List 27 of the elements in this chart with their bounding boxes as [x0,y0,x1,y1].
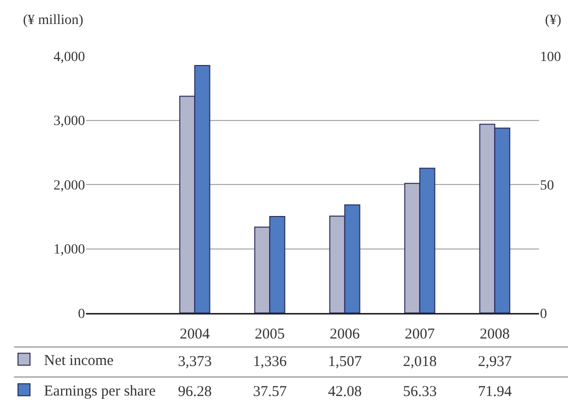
y2-tick-label: 100 [540,50,561,65]
data-label: 37.57 [253,384,288,400]
data-label: 1,507 [328,354,362,370]
data-label: 96.28 [178,384,212,400]
x-tick-label: 2006 [330,326,360,342]
y-axis-title: (¥ million) [23,13,84,28]
data-label: 2,937 [478,354,512,370]
legend-label: Net income [44,353,114,370]
x-tick-label: 2007 [404,326,436,342]
y2-tick-label: 50 [540,178,554,194]
y2-axis-title: (¥) [545,13,562,28]
data-label: 71.94 [478,384,512,400]
y-tick-label: 3,000 [54,114,85,130]
legend-label: Earnings per share [44,384,156,400]
y-tick-label: 1,000 [54,242,85,258]
y-tick-label: 0 [78,306,85,322]
y2-tick-label: 0 [540,306,547,322]
x-tick-label: 2005 [254,326,285,342]
data-label: 56.33 [403,384,437,400]
x-tick-label: 2004 [180,326,210,342]
y-tick-label: 4,000 [54,50,85,65]
y-tick-label: 2,000 [54,178,85,194]
data-label: 2,018 [403,354,437,370]
x-tick-label: 2008 [480,326,510,342]
data-label: 3,373 [178,354,212,370]
data-label: 1,336 [253,354,288,370]
data-label: 42.08 [328,384,362,400]
